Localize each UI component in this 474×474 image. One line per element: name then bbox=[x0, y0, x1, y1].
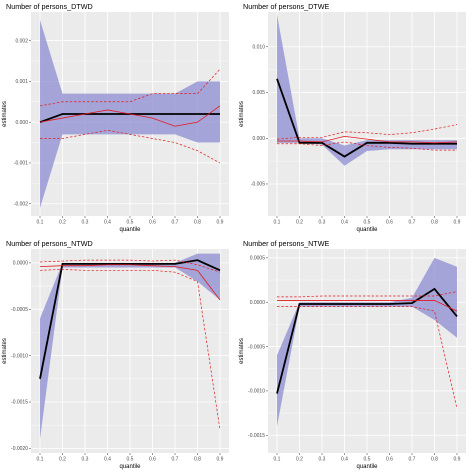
y-tick-label: -0.0010 bbox=[11, 353, 28, 359]
x-tick-label: 0.5 bbox=[364, 457, 371, 463]
x-tick-label: 0.6 bbox=[149, 220, 156, 226]
series-comparison bbox=[39, 264, 221, 301]
x-tick-label: 0.4 bbox=[341, 220, 348, 226]
panel-dtwe: Number of persons_DTWE -0.005 0.000 0.005 0.… bbox=[237, 0, 474, 237]
series-estimate bbox=[276, 78, 457, 158]
x-axis-label: quantile bbox=[119, 227, 141, 233]
chart-title: Number of persons_DTWE bbox=[243, 2, 329, 11]
x-tick-label: 0.5 bbox=[364, 220, 371, 226]
y-tick-label: 0.002 bbox=[15, 38, 28, 44]
y-tick-label: -0.0020 bbox=[11, 446, 28, 452]
y-tick-label: -0.0015 bbox=[248, 433, 265, 439]
series-comparison-lower bbox=[40, 129, 221, 164]
y-tick-label: 0.0000 bbox=[250, 300, 266, 306]
x-tick-label: 0.2 bbox=[59, 220, 66, 226]
chart-ntwe: Number of persons_NTWE -0.0015 -0.0010 -0.0… bbox=[239, 239, 466, 470]
x-tick-label: 0.3 bbox=[82, 457, 89, 463]
series-comparison-upper bbox=[39, 68, 221, 107]
series-comparison-lower bbox=[277, 141, 457, 151]
x-tick-label: 0.7 bbox=[409, 457, 416, 463]
y-tick-label: -0.0005 bbox=[11, 307, 28, 313]
x-tick-label: 0.8 bbox=[431, 457, 438, 463]
chart-dtwd: Number of persons_DTWD -0.002 -0.001 0.000 0… bbox=[2, 2, 229, 233]
x-tick-label: 0.5 bbox=[127, 220, 134, 226]
x-tick-label: 0.9 bbox=[217, 457, 224, 463]
panel-ntwd: Number of persons_NTWD -0.0020 -0.0015 -0.0… bbox=[0, 237, 237, 474]
y-tick-label: 0.000 bbox=[15, 120, 28, 126]
y-tick-label: -0.002 bbox=[14, 201, 28, 207]
confidence-band bbox=[277, 257, 457, 427]
x-tick-label: 0.2 bbox=[59, 457, 66, 463]
x-tick-label: 0.7 bbox=[172, 220, 179, 226]
x-tick-label: 0.9 bbox=[217, 220, 224, 226]
x-tick-label: 0.9 bbox=[454, 457, 461, 463]
x-axis-label: quantile bbox=[119, 464, 141, 470]
x-axis-label: quantile bbox=[356, 227, 378, 233]
x-tick-label: 0.7 bbox=[409, 220, 416, 226]
chart-dtwe: Number of persons_DTWE -0.005 0.000 0.005 0.… bbox=[239, 2, 466, 233]
panel-dtwd: Number of persons_DTWD -0.002 -0.001 0.000 0… bbox=[0, 0, 237, 237]
series-comparison bbox=[277, 300, 458, 312]
series-comparison-lower bbox=[39, 269, 221, 430]
x-tick-label: 0.1 bbox=[274, 220, 281, 226]
y-tick-label: -0.0010 bbox=[248, 389, 265, 395]
x-tick-label: 0.1 bbox=[274, 457, 281, 463]
x-tick-label: 0.4 bbox=[104, 220, 111, 226]
y-tick-label: -0.0005 bbox=[248, 344, 265, 350]
x-tick-label: 0.6 bbox=[386, 220, 393, 226]
x-tick-label: 0.6 bbox=[149, 457, 156, 463]
x-tick-label: 0.5 bbox=[127, 457, 134, 463]
panel-ntwe: Number of persons_NTWE -0.0015 -0.0010 -0.0… bbox=[237, 237, 474, 474]
series-estimate bbox=[39, 259, 221, 379]
y-tick-label: 0.005 bbox=[252, 90, 265, 96]
y-tick-label: 0.0005 bbox=[250, 256, 266, 262]
y-tick-label: 0.010 bbox=[252, 44, 265, 50]
y-axis-label: estimates bbox=[2, 338, 8, 364]
y-axis-label: estimates bbox=[239, 338, 245, 364]
series-estimate bbox=[276, 287, 458, 394]
y-tick-label: -0.005 bbox=[251, 182, 265, 188]
chart-ntwd: Number of persons_NTWD -0.0020 -0.0015 -0.0… bbox=[2, 239, 229, 470]
x-tick-label: 0.8 bbox=[194, 220, 201, 226]
x-tick-label: 0.4 bbox=[104, 457, 111, 463]
y-tick-label: -0.001 bbox=[14, 161, 28, 167]
x-tick-label: 0.9 bbox=[454, 220, 461, 226]
y-tick-label: 0.001 bbox=[15, 79, 28, 85]
y-tick-label: 0.000 bbox=[252, 136, 265, 142]
x-tick-label: 0.1 bbox=[37, 220, 44, 226]
chart-title: Number of persons_NTWD bbox=[6, 239, 93, 248]
x-tick-label: 0.3 bbox=[82, 220, 89, 226]
x-tick-label: 0.8 bbox=[431, 220, 438, 226]
x-tick-label: 0.3 bbox=[319, 220, 326, 226]
x-tick-label: 0.2 bbox=[296, 220, 303, 226]
series-comparison-upper bbox=[276, 124, 458, 140]
series-comparison bbox=[277, 136, 458, 144]
x-tick-label: 0.4 bbox=[341, 457, 348, 463]
chart-title: Number of persons_DTWD bbox=[6, 2, 93, 11]
chart-title: Number of persons_NTWE bbox=[243, 239, 329, 248]
x-tick-label: 0.7 bbox=[172, 457, 179, 463]
confidence-band bbox=[40, 253, 220, 440]
y-axis-label: estimates bbox=[2, 101, 8, 127]
x-tick-label: 0.1 bbox=[37, 457, 44, 463]
x-axis-label: quantile bbox=[356, 464, 378, 470]
series-comparison bbox=[39, 105, 221, 127]
x-tick-label: 0.6 bbox=[386, 457, 393, 463]
y-axis-label: estimates bbox=[239, 101, 245, 127]
y-tick-label: 0.0000 bbox=[13, 261, 29, 267]
x-tick-label: 0.3 bbox=[319, 457, 326, 463]
y-tick-label: -0.0015 bbox=[11, 400, 28, 406]
x-tick-label: 0.8 bbox=[194, 457, 201, 463]
x-tick-label: 0.2 bbox=[296, 457, 303, 463]
